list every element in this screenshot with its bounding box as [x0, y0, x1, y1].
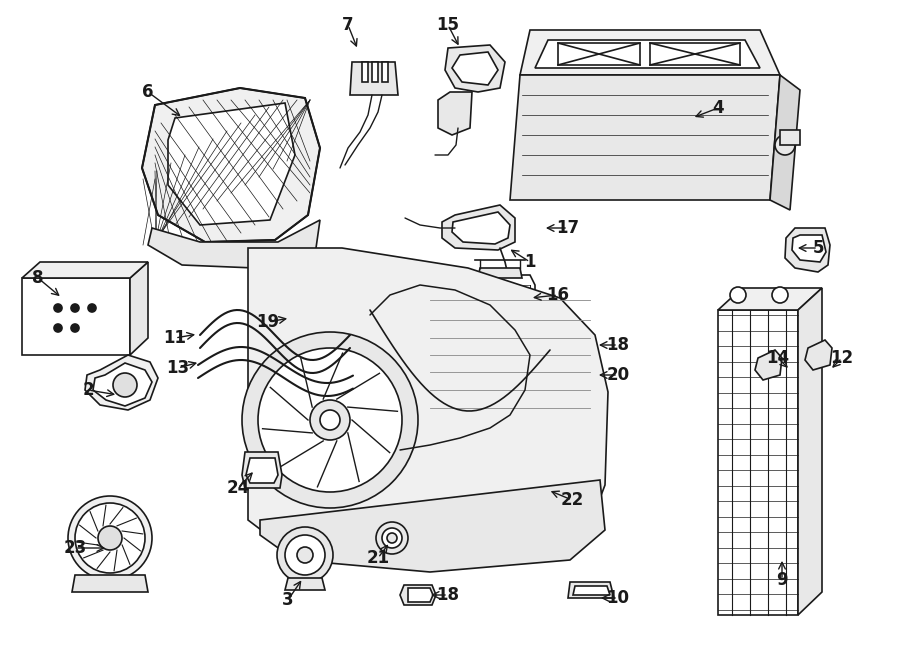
- Text: 4: 4: [712, 99, 724, 117]
- Polygon shape: [555, 331, 580, 345]
- Polygon shape: [285, 578, 325, 590]
- Polygon shape: [93, 363, 152, 406]
- Circle shape: [297, 547, 313, 563]
- Text: 8: 8: [32, 269, 44, 287]
- Polygon shape: [755, 350, 782, 380]
- Circle shape: [320, 410, 340, 430]
- Polygon shape: [260, 480, 605, 572]
- Circle shape: [285, 535, 325, 575]
- Text: 6: 6: [142, 83, 154, 101]
- Polygon shape: [805, 340, 832, 370]
- Polygon shape: [246, 458, 278, 483]
- Circle shape: [75, 503, 145, 573]
- Text: 3: 3: [283, 591, 293, 609]
- Polygon shape: [85, 355, 158, 410]
- Text: 17: 17: [556, 219, 580, 237]
- Circle shape: [772, 287, 788, 303]
- Text: 16: 16: [546, 286, 570, 304]
- Circle shape: [387, 533, 397, 543]
- Polygon shape: [510, 75, 780, 200]
- Circle shape: [71, 304, 79, 312]
- Text: 18: 18: [436, 586, 460, 604]
- Polygon shape: [462, 275, 535, 420]
- Polygon shape: [22, 278, 130, 355]
- Polygon shape: [785, 228, 830, 272]
- Polygon shape: [278, 308, 318, 332]
- Circle shape: [54, 304, 62, 312]
- Ellipse shape: [546, 360, 584, 384]
- Polygon shape: [282, 312, 314, 328]
- Text: 24: 24: [227, 479, 249, 497]
- Text: 21: 21: [366, 549, 390, 567]
- Polygon shape: [22, 262, 148, 278]
- Polygon shape: [547, 328, 583, 348]
- Polygon shape: [372, 62, 378, 82]
- Polygon shape: [718, 310, 798, 615]
- Text: 11: 11: [164, 329, 186, 347]
- Polygon shape: [438, 92, 472, 135]
- Circle shape: [310, 400, 350, 440]
- Ellipse shape: [551, 364, 579, 380]
- Polygon shape: [242, 452, 282, 488]
- Circle shape: [277, 527, 333, 583]
- Text: 1: 1: [524, 253, 536, 271]
- Polygon shape: [780, 130, 800, 145]
- Circle shape: [258, 348, 402, 492]
- Polygon shape: [248, 248, 608, 562]
- Polygon shape: [798, 288, 822, 615]
- Text: 22: 22: [561, 491, 583, 509]
- Polygon shape: [362, 62, 368, 82]
- Circle shape: [775, 135, 795, 155]
- Text: 7: 7: [342, 16, 354, 34]
- Circle shape: [242, 332, 418, 508]
- Text: 15: 15: [436, 16, 460, 34]
- Polygon shape: [168, 103, 295, 225]
- Polygon shape: [445, 45, 505, 92]
- Polygon shape: [452, 212, 510, 244]
- Text: 13: 13: [166, 359, 190, 377]
- Text: 12: 12: [831, 349, 853, 367]
- Circle shape: [68, 496, 152, 580]
- Circle shape: [54, 324, 62, 332]
- Polygon shape: [535, 40, 760, 68]
- Polygon shape: [520, 30, 780, 75]
- Text: 14: 14: [767, 349, 789, 367]
- Polygon shape: [573, 586, 610, 595]
- Circle shape: [71, 324, 79, 332]
- Polygon shape: [148, 220, 320, 268]
- Polygon shape: [400, 585, 436, 605]
- Circle shape: [730, 287, 746, 303]
- Polygon shape: [770, 75, 800, 210]
- Polygon shape: [72, 575, 148, 592]
- Circle shape: [382, 528, 402, 548]
- Text: 19: 19: [256, 313, 280, 331]
- Text: 9: 9: [776, 571, 788, 589]
- Text: 18: 18: [607, 336, 629, 354]
- Polygon shape: [452, 52, 498, 85]
- Circle shape: [376, 522, 408, 554]
- Polygon shape: [442, 205, 515, 250]
- Polygon shape: [382, 62, 388, 82]
- Polygon shape: [568, 582, 614, 598]
- Circle shape: [113, 373, 137, 397]
- Polygon shape: [408, 588, 433, 602]
- Text: 10: 10: [607, 589, 629, 607]
- Text: 2: 2: [82, 381, 94, 399]
- Text: 23: 23: [63, 539, 86, 557]
- Polygon shape: [650, 43, 740, 65]
- Polygon shape: [718, 288, 822, 310]
- Text: 5: 5: [812, 239, 824, 257]
- Polygon shape: [558, 43, 640, 65]
- Circle shape: [88, 304, 96, 312]
- Polygon shape: [350, 62, 398, 95]
- Polygon shape: [792, 235, 826, 262]
- Polygon shape: [142, 88, 320, 242]
- Circle shape: [98, 526, 122, 550]
- Polygon shape: [478, 268, 522, 278]
- Text: 20: 20: [607, 366, 630, 384]
- Polygon shape: [130, 262, 148, 355]
